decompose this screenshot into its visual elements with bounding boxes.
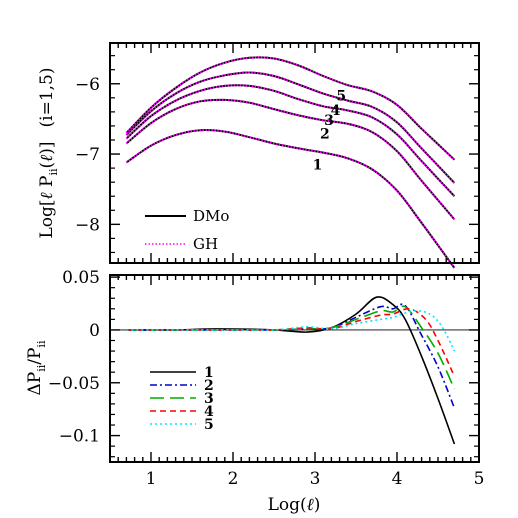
top-legend: DMo GH	[145, 207, 229, 253]
bottom-curves	[126, 296, 456, 445]
x-tick-label: 4	[392, 469, 403, 489]
top-plot-frame	[109, 42, 480, 264]
legend-label-gh: GH	[193, 235, 218, 253]
legend-label-3: 3	[204, 391, 214, 407]
legend-label-2: 2	[204, 378, 214, 394]
top-curves	[125, 56, 456, 269]
curve-label-1: 1	[313, 158, 323, 174]
bottom-ytick-label: −0.05	[48, 374, 100, 394]
bottom-ytick-label: 0	[89, 321, 100, 341]
bottom-y-ticklabels: 0.05 0 −0.05 −0.1	[48, 268, 100, 446]
x-tick-label: 3	[310, 469, 321, 489]
xlabel-part-close: )	[314, 495, 321, 515]
x-tick-label: 1	[146, 469, 157, 489]
ylabel-part-p: P	[37, 176, 57, 193]
top-ytick-label: −7	[75, 145, 100, 165]
legend-label-dmo: DMo	[193, 207, 229, 225]
ylabel-part-index: (i=1,5)	[37, 67, 57, 127]
ylabel-part-ell2: ℓ	[37, 155, 57, 162]
ylabel-part-ell: ℓ	[37, 192, 57, 199]
ylabel-part-ii: ii	[47, 168, 60, 176]
ylabel2-part-ii2: ii	[35, 340, 48, 348]
ratio-curve-5	[126, 309, 456, 352]
curve-label-2: 2	[320, 127, 330, 143]
ylabel-part-close: )]	[37, 141, 57, 154]
bottom-ytick-label: 0.05	[62, 268, 100, 288]
legend-label-5: 5	[204, 417, 214, 433]
curve-dmo-3	[125, 84, 456, 197]
curve-label-5: 5	[336, 89, 346, 105]
ylabel2-part-ii: ii	[35, 364, 48, 372]
curve-gh-4	[125, 71, 456, 184]
x-tick-label: 2	[228, 469, 239, 489]
curve-dmo-2	[125, 98, 456, 221]
top-y-ticklabels: −6 −7 −8	[75, 75, 100, 236]
x-ticklabels: 1 2 3 4 5	[146, 469, 485, 489]
x-axis-title: Log(ℓ)	[268, 495, 321, 515]
top-y-axis-title: Log[ℓ Pii(ℓ)](i=1,5)	[37, 67, 60, 238]
svg-text:Log[ℓ Pii(ℓ)](i=1,5): Log[ℓ Pii(ℓ)](i=1,5)	[37, 67, 60, 238]
bottom-ytick-label: −0.1	[59, 427, 100, 447]
xlabel-part-ell: ℓ	[307, 495, 314, 515]
ylabel2-part-dp: ΔP	[25, 372, 45, 396]
x-tick-label: 5	[474, 469, 485, 489]
curve-gh-1	[125, 128, 456, 269]
ylabel2-part-p: /P	[25, 348, 45, 365]
legend-label-1: 1	[204, 365, 214, 381]
ratio-curve-1	[126, 296, 456, 445]
top-ytick-label: −6	[75, 75, 100, 95]
curve-label-3: 3	[324, 113, 334, 129]
xlabel-part-log: Log(	[268, 495, 307, 515]
ylabel-part-log: Log[	[37, 199, 57, 238]
svg-text:ΔPii/Pii: ΔPii/Pii	[25, 340, 48, 395]
bottom-plot-frame	[109, 274, 480, 463]
legend-label-4: 4	[204, 404, 214, 420]
ylabel-part-open: (	[37, 162, 57, 169]
curve-label-4: 4	[331, 103, 341, 119]
top-ytick-label: −8	[75, 215, 100, 235]
curve-gh-5	[125, 56, 456, 161]
bottom-y-axis-title: ΔPii/Pii	[25, 340, 48, 395]
